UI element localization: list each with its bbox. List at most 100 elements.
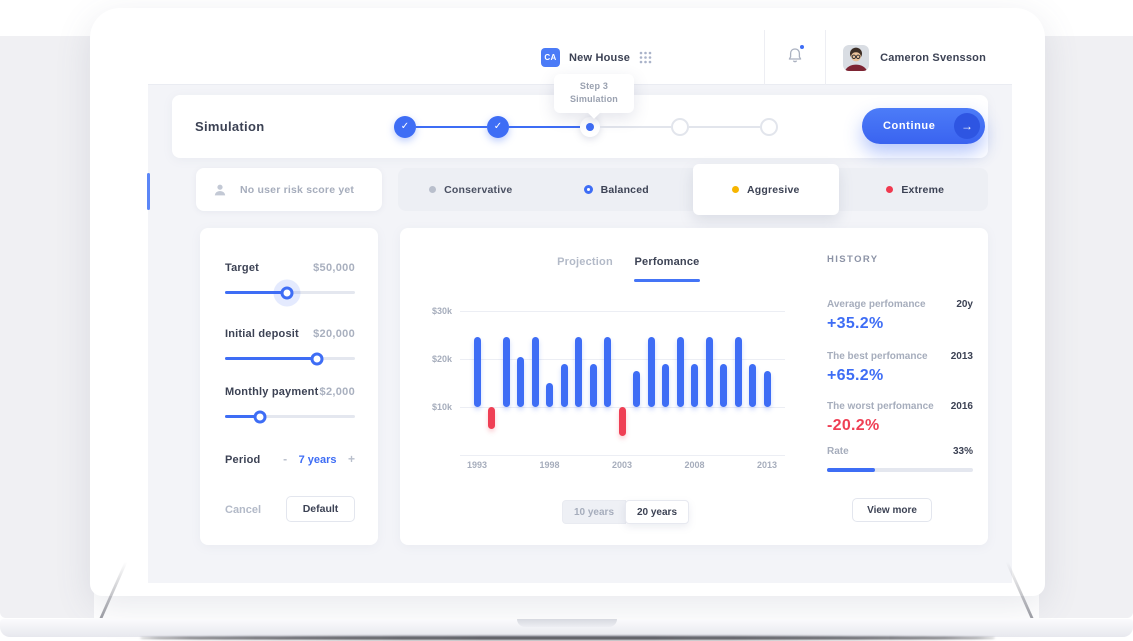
chart-bar-2010 xyxy=(720,363,727,407)
chart-bar-2007 xyxy=(676,337,684,407)
view-more-button[interactable]: View more xyxy=(852,498,932,522)
gridline xyxy=(460,455,785,456)
history-row-rate: Rate 33% xyxy=(827,446,973,457)
chart-bar-1999 xyxy=(560,363,568,407)
rate-progress-fill xyxy=(827,468,876,472)
stepper-segment xyxy=(600,125,671,128)
conservative-dot-icon xyxy=(429,186,437,193)
chart-bar-1997 xyxy=(531,337,539,407)
gridline xyxy=(460,311,785,312)
slider-handle[interactable] xyxy=(253,410,267,423)
workspace-name[interactable]: New House xyxy=(569,51,631,64)
chart-bar-2006 xyxy=(662,363,669,407)
apps-grid-icon[interactable] xyxy=(639,51,652,64)
period-increase-button[interactable]: + xyxy=(347,452,355,466)
performance-bar-chart: $30k $20k $10k 1993 1998 2003 2008 2013 xyxy=(400,228,988,545)
risk-option-conservative[interactable]: Conservative xyxy=(398,168,544,211)
target-slider[interactable] xyxy=(225,286,355,299)
page-title: Simulation xyxy=(195,119,265,134)
risk-option-aggresive[interactable]: Aggresive xyxy=(693,164,839,215)
initial-deposit-slider[interactable] xyxy=(225,352,355,365)
param-row-monthly-payment: Monthly payment $2,000 xyxy=(225,386,355,423)
step-4-todo[interactable] xyxy=(671,117,689,136)
step-tooltip: Step 3 Simulation xyxy=(554,74,634,114)
history-tag: 2016 xyxy=(950,401,973,412)
chart-bar-1995 xyxy=(502,337,510,407)
bell-icon xyxy=(788,47,802,62)
range-10-years-button[interactable]: 10 years xyxy=(562,500,626,524)
history-row-worst: The worst perfomance 2016 -20.2% xyxy=(827,401,973,435)
slider-handle[interactable] xyxy=(310,352,324,365)
risk-option-label: Aggresive xyxy=(746,183,800,196)
active-tab-underline xyxy=(634,279,700,282)
backdrop-shade-left xyxy=(0,36,94,618)
chart-bar-2005 xyxy=(647,337,655,407)
risk-empty-label: No user risk score yet xyxy=(240,183,355,196)
risk-option-extreme[interactable]: Extreme xyxy=(843,168,989,211)
stepper-segment xyxy=(509,125,580,128)
topbar-divider xyxy=(825,30,827,85)
param-value: $2,000 xyxy=(319,386,355,398)
user-name[interactable]: Cameron Svensson xyxy=(880,51,986,64)
history-label: The worst perfomance xyxy=(827,401,934,412)
period-value: 7 years xyxy=(298,454,337,466)
monthly-payment-slider[interactable] xyxy=(225,410,355,423)
step-1-done-check-icon[interactable]: ✓ xyxy=(394,115,416,138)
default-button[interactable]: Default xyxy=(286,496,355,522)
history-title: HISTORY xyxy=(827,254,879,265)
stepper-segment xyxy=(416,125,487,128)
chart-bar-2013 xyxy=(763,371,771,407)
range-20-years-button[interactable]: 20 years xyxy=(625,500,689,524)
chart-bar-2011 xyxy=(734,337,742,407)
y-axis-tick: $20k xyxy=(431,354,452,364)
param-value: $20,000 xyxy=(313,328,355,340)
period-decrease-button[interactable]: - xyxy=(283,452,288,466)
param-label: Period xyxy=(225,454,261,466)
history-tag: 20y xyxy=(956,299,973,310)
x-axis-tick: 1998 xyxy=(539,460,560,470)
risk-option-balanced[interactable]: Balanced xyxy=(544,168,690,211)
history-value: +65.2% xyxy=(827,367,884,384)
y-axis-tick: $10k xyxy=(431,402,452,412)
risk-score-card: No user risk score yet xyxy=(196,168,382,211)
chart-bar-2003 xyxy=(618,407,626,436)
x-axis-tick: 2008 xyxy=(684,460,705,470)
risk-option-label: Balanced xyxy=(600,183,649,196)
slider-fill xyxy=(225,291,288,294)
history-row-average: Average perfomance 20y +35.2% xyxy=(827,299,973,333)
workspace-badge[interactable]: CA xyxy=(541,48,560,67)
history-row-best: The best perfomance 2013 +65.2% xyxy=(827,351,973,385)
history-label: The best perfomance xyxy=(827,351,928,362)
risk-option-label: Extreme xyxy=(901,183,945,196)
balanced-ring-icon xyxy=(583,185,593,194)
step-3-current[interactable] xyxy=(580,116,600,137)
tab-projection[interactable]: Projection xyxy=(557,256,613,268)
history-label: Average perfomance xyxy=(827,299,926,310)
continue-button[interactable]: Continue → xyxy=(862,108,985,144)
step-5-todo[interactable] xyxy=(760,117,778,136)
step-2-done-check-icon[interactable]: ✓ xyxy=(487,115,509,138)
laptop-base xyxy=(0,619,1133,637)
tab-perfomance[interactable]: Perfomance xyxy=(634,256,700,268)
x-axis-tick: 1993 xyxy=(466,460,488,470)
notification-badge xyxy=(799,43,806,50)
chart-bar-1998 xyxy=(546,383,553,407)
topbar-divider xyxy=(764,30,766,85)
slider-fill xyxy=(225,415,261,418)
rate-label: Rate xyxy=(827,446,849,457)
arrow-right-icon: → xyxy=(954,113,980,139)
y-axis-tick: $30k xyxy=(431,306,452,316)
scroll-accent-bar xyxy=(147,173,150,210)
cancel-button[interactable]: Cancel xyxy=(225,504,262,516)
chart-bar-2002 xyxy=(604,337,611,407)
slider-handle[interactable] xyxy=(280,286,294,299)
gridline xyxy=(460,359,785,360)
history-value: -20.2% xyxy=(827,417,880,434)
avatar[interactable] xyxy=(843,44,870,71)
stepper-segment xyxy=(689,125,760,128)
param-row-period: Period - 7 years + xyxy=(225,450,355,468)
history-value: +35.2% xyxy=(827,315,884,332)
x-axis-tick: 2003 xyxy=(611,460,633,470)
notifications-button[interactable] xyxy=(787,43,806,69)
x-axis-tick: 2013 xyxy=(756,460,778,470)
